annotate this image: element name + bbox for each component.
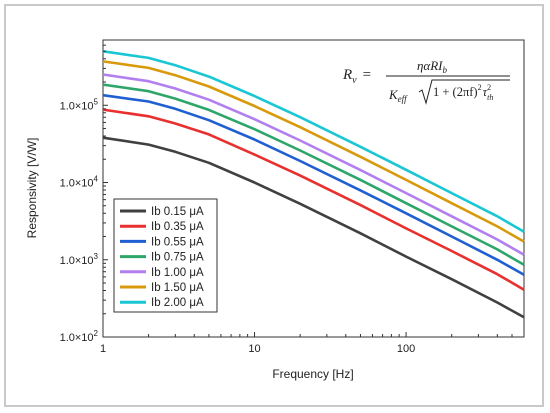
legend-label: Ib 0.55 μA: [151, 236, 204, 248]
formula-lhs: R: [342, 67, 352, 83]
y-tick-label: 1.0×105: [60, 97, 99, 112]
series-line-7: [102, 50, 525, 233]
formula-numerator-sub: b: [443, 65, 448, 75]
y-tick-label: 1.0×103: [60, 252, 99, 267]
legend-label: Ib 1.50 μA: [151, 282, 204, 294]
formula-equals: =: [363, 67, 371, 83]
formula-radicand-sq: 2: [478, 83, 482, 92]
formula-radicand: 1 + (2πf): [433, 85, 478, 99]
legend-label: Ib 0.75 μA: [151, 252, 204, 264]
formula-tau-sup: 2: [487, 83, 491, 92]
formula-den-k: K: [388, 87, 399, 102]
formula-tau-sub: th: [487, 93, 493, 102]
x-tick-label: 100: [397, 343, 415, 355]
series-line-5: [102, 73, 525, 256]
formula-annotation: Rv = ηαRIb Keff 1 + (2πf)2τ2 th: [342, 58, 510, 105]
x-tick-label: 10: [248, 343, 260, 355]
series-line-3: [102, 93, 525, 276]
formula-den-k-sub: eff: [398, 94, 408, 104]
legend-label: Ib 2.00 μA: [151, 297, 204, 309]
formula-tau: τ: [483, 85, 488, 99]
legend-label: Ib 0.35 μA: [151, 221, 204, 233]
svg-text:Keff: Keff: [388, 87, 408, 104]
series-line-6: [102, 60, 525, 243]
series-line-2: [102, 108, 525, 291]
formula-numerator: ηαRI: [417, 58, 443, 73]
x-axis-title: Frequency [Hz]: [272, 367, 353, 381]
formula-lhs-sub: v: [352, 75, 357, 86]
svg-text:Rv=: Rv =: [342, 67, 371, 86]
y-tick-label: 1.0×102: [60, 329, 99, 344]
legend: Ib 0.15 μA Ib 0.35 μA Ib 0.55 μA Ib 0.75 μA…: [113, 198, 218, 313]
series-layer: [102, 50, 525, 319]
y-tick-label: 1.0×104: [60, 175, 99, 190]
formula-sqrt-sign: [418, 79, 510, 105]
tick-layer: 1 10 100 1.0×102 1.0×103 1.0×104 1.0×105: [60, 39, 525, 355]
x-tick-label: 1: [100, 343, 106, 355]
series-line-4: [102, 83, 525, 266]
series-line-1: [102, 136, 525, 319]
legend-label: Ib 1.00 μA: [151, 267, 204, 279]
legend-label: Ib 0.15 μA: [151, 206, 204, 218]
y-axis-title: Responsivity [V/W]: [25, 138, 39, 239]
svg-text:ηαRIb: ηαRIb: [417, 58, 448, 75]
